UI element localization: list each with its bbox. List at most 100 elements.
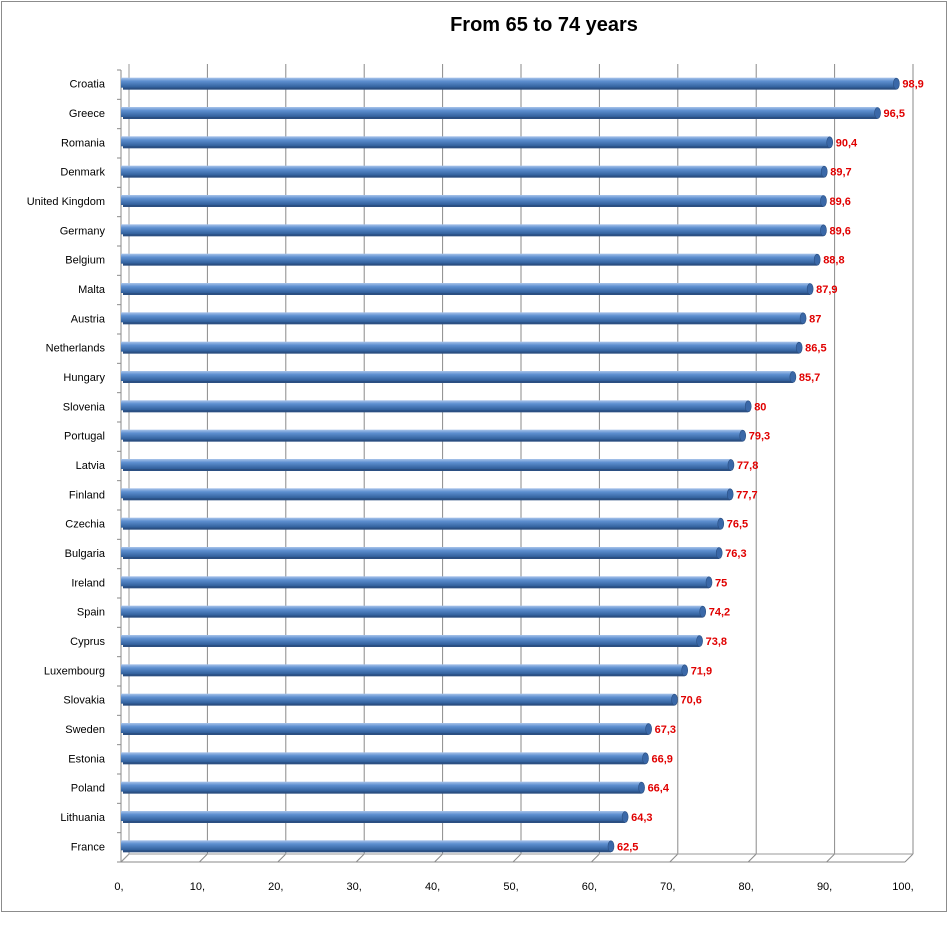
bar-cap	[820, 195, 827, 207]
bar	[121, 136, 830, 147]
category-label: Hungary	[63, 372, 105, 384]
data-label: 73,8	[706, 636, 727, 648]
category-label: Spain	[77, 607, 105, 619]
x-tick-label: 0,	[114, 881, 123, 893]
gridline-foot	[591, 853, 600, 863]
gridline-foot	[434, 853, 443, 863]
gridline-foot	[669, 853, 679, 863]
bar	[121, 107, 878, 117]
x-tick-label: 80,	[739, 881, 754, 893]
bar	[121, 429, 743, 440]
bar	[121, 77, 897, 88]
bar	[121, 605, 703, 616]
bar	[121, 517, 721, 528]
category-label: Latvia	[76, 460, 106, 472]
data-label: 67,3	[655, 724, 676, 736]
bar-cap	[671, 693, 678, 706]
bar-cap	[638, 781, 645, 794]
category-label: Belgium	[65, 255, 105, 267]
category-label: Germany	[60, 225, 106, 237]
category-label: Netherlands	[46, 343, 106, 355]
gridline-foot	[199, 853, 208, 863]
bar	[121, 400, 749, 411]
labels: 0, 10, 20, 30, 40, 50, 60, 70, 80, 90, 100, Croatia…	[27, 79, 924, 893]
bar-cap	[795, 341, 803, 354]
bar	[121, 723, 649, 733]
bar	[121, 195, 824, 205]
bar-cap	[820, 165, 828, 178]
bar-cap	[715, 547, 723, 559]
category-label: Croatia	[70, 79, 106, 91]
bar	[121, 635, 700, 645]
x-tick-label: 20,	[268, 881, 283, 893]
category-label: Bulgaria	[65, 548, 106, 560]
data-label: 70,6	[681, 695, 702, 707]
data-label: 80	[754, 401, 766, 413]
data-label: 87,9	[816, 284, 837, 296]
category-label: France	[71, 841, 105, 853]
gridline-foot	[355, 853, 365, 863]
bar-cap	[642, 752, 649, 765]
category-label: Lithuania	[60, 812, 106, 824]
bar	[121, 781, 642, 792]
data-label: 89,6	[829, 225, 850, 237]
category-label: Slovakia	[63, 695, 105, 707]
data-label: 88,8	[823, 255, 844, 267]
bar	[121, 371, 793, 381]
category-label: United Kingdom	[27, 196, 105, 208]
bar-cap	[621, 811, 629, 823]
bar	[121, 811, 626, 821]
data-label: 76,5	[727, 519, 748, 531]
bar-cap	[726, 488, 734, 501]
data-label: 75	[715, 577, 727, 589]
category-label: Czechia	[65, 519, 106, 531]
bar	[121, 253, 818, 264]
data-label: 90,4	[836, 137, 858, 149]
data-label: 77,8	[737, 460, 758, 472]
bar	[121, 224, 824, 235]
data-label: 96,5	[884, 108, 905, 120]
category-label: Portugal	[64, 431, 105, 443]
category-label: Denmark	[60, 167, 105, 179]
bar-cap	[727, 459, 735, 471]
bars	[121, 77, 900, 853]
chart-title: From 65 to 74 years	[450, 14, 638, 36]
data-label: 66,9	[651, 753, 672, 765]
category-label: Greece	[69, 108, 105, 120]
category-label: Slovenia	[63, 401, 106, 413]
bar	[121, 459, 731, 469]
gridline-foot	[512, 853, 522, 863]
data-label: 87	[809, 313, 821, 325]
data-label: 76,3	[725, 548, 746, 560]
x-tick-label: 60,	[582, 881, 597, 893]
bar-cap	[744, 400, 752, 413]
bar-cap	[874, 107, 881, 119]
data-label: 85,7	[799, 372, 820, 384]
bar-cap	[607, 840, 615, 853]
bar-cap	[696, 635, 703, 647]
bar	[121, 488, 731, 499]
x-tick-label: 50,	[503, 881, 518, 893]
bar	[121, 341, 800, 352]
data-label: 77,7	[736, 489, 757, 501]
bar-cap	[893, 77, 900, 90]
category-label: Austria	[71, 313, 106, 325]
bar-cap	[681, 664, 688, 677]
x-tick-label: 90,	[817, 881, 832, 893]
bar-cap	[717, 517, 725, 530]
gridline-foot	[747, 853, 757, 863]
data-label: 89,7	[830, 167, 851, 179]
data-label: 98,9	[902, 79, 923, 91]
bar-cap	[813, 253, 821, 266]
gridline-foot	[904, 853, 914, 863]
x-tick-label: 30,	[347, 881, 362, 893]
bar-cap	[739, 429, 747, 442]
category-label: Romania	[61, 137, 106, 149]
x-tick-label: 70,	[660, 881, 675, 893]
bar-cap	[806, 283, 814, 295]
category-label: Luxembourg	[44, 665, 105, 677]
bar-cap	[705, 576, 713, 589]
category-label: Sweden	[65, 724, 105, 736]
bar-cap	[645, 723, 652, 735]
